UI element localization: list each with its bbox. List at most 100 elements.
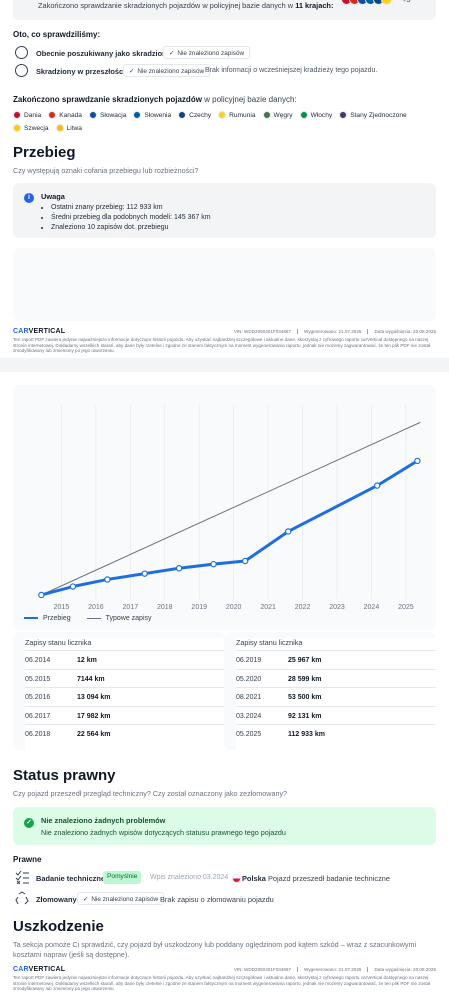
x-tick-label: 2025 [398,604,414,611]
footer-meta: VIN: WDD2050401F034867 Wygenerowano: 21.0… [233,329,436,334]
data-point [175,565,183,572]
table-row: 06.2017 17 982 km [25,705,225,724]
check-icon: ✓ [129,68,135,75]
data-point [141,570,148,577]
record-date: 05.2016 [25,694,51,701]
inspection-note: Pojazd przeszedł badanie techniczne [268,874,391,883]
currently-stolen-status: ✓ Nie znaleziono zapisów [163,46,251,59]
x-tick-label: 2021 [260,604,276,611]
record-km: 17 982 km [77,712,111,720]
record-km: 13 094 km [77,694,111,701]
table-row: 05.2025 112 933 km [236,724,436,742]
record-date: 06.2019 [236,657,262,664]
flag-icon [48,111,57,120]
legend-line-main [24,617,38,620]
data-point [373,482,381,489]
country-item: Słowacja [88,109,126,122]
record-date: 05.2025 [236,731,262,738]
country-item: Węgry [262,109,293,122]
country-list: Dania Kanada Słowacja Słowenia Czechy Rumunia… [13,109,438,135]
footer-meta: VIN: WDD2050401F034867 Wygenerowano: 21.0… [233,967,436,972]
country-item: Włochy [299,109,332,122]
inspection-label: Badanie techniczne [36,874,105,883]
legal-title: Status prawny [13,767,116,784]
inspection-status-badge: Pomyślnie [103,871,142,884]
flag-icon [218,111,227,120]
checked-title: Oto, co sprawdziliśmy: [13,30,101,39]
country-item: Litwa [55,122,82,135]
mileage-chart-panel: 2015 2016 2017 2018 2019 2020 2021 2022 2023 2024… [13,385,436,630]
table-row: 06.2014 12 km [25,650,225,668]
record-date: 06.2017 [25,712,51,720]
x-tick-label: 2018 [157,604,173,611]
record-km: 112 933 km [288,731,325,738]
carvertical-logo: CARVERTICAL [13,966,66,973]
flag-icon [133,111,142,120]
flag-icon [339,111,348,120]
thief-icon [15,64,28,77]
record-date: 06.2014 [25,657,51,664]
checklist-icon [15,870,29,885]
country-item: Szwecja [13,122,49,135]
table-row: 06.2018 22 564 km [25,724,225,742]
data-point [104,576,111,583]
table-row: 08.2021 53 500 km [236,687,436,705]
table-row: 03.2024 92 131 km [236,705,436,724]
recycle-icon [15,891,29,905]
series-line-typical [41,421,421,596]
record-date: 03.2024 [236,712,262,720]
check-icon: ✓ [169,50,175,57]
data-point [210,560,217,568]
scrap-status: ✓ Nie znaleziono zapisów [77,892,165,905]
stolen-summary-text: Zakończono sprawdzanie skradzionych poja… [38,1,334,10]
x-tick-label: 2022 [295,604,311,611]
flag-icon [13,111,21,120]
currently-stolen-label: Obecnie poszukiwany jako skradziony [36,49,171,58]
x-tick-label: 2015 [54,604,70,611]
more-countries-count: +5 [402,0,410,4]
flag-icon [178,111,187,120]
series-line-mileage [40,459,419,597]
record-km: 28 599 km [288,675,322,683]
check-icon: ✓ [24,818,34,828]
info-item: Ostatni znany przebieg: 112 933 km [51,203,211,213]
record-km: 12 km [77,657,97,664]
flag-icon [262,111,271,120]
record-km: 22 564 km [77,731,111,738]
info-list: Ostatni znany przebieg: 112 933 km Średn… [51,203,211,233]
scrap-label: Złomowany [36,895,77,904]
carvertical-logo: CARVERTICAL [13,328,66,335]
scrap-note: Brak zapisu o złomowaniu pojazdu [160,895,274,904]
legend-line-typical [86,617,101,619]
inspection-found: Wpis znaleziono 03.2024 [150,874,229,881]
x-tick-label: 2020 [226,604,242,611]
report-page-1: Zakończono sprawdzanie skradzionych poja… [0,0,449,358]
damage-question: Ta sekcja pomoże Ci sprawdzić, czy pojaz… [13,940,417,959]
footer-disclaimer: Ten raport PDF zawiera jedynie najważnie… [13,337,431,353]
odometer-table-right: Zapisy stanu licznika 06.2019 25 967 km 05… [224,632,436,750]
country-item: Rumunia [218,109,256,122]
flag-icon [381,0,392,5]
data-point [414,457,421,465]
x-tick-label: 2017 [123,604,139,611]
odometer-table-left: Zapisy stanu licznika 06.2014 12 km 05.201… [13,632,225,750]
table-title: Zapisy stanu licznika [25,638,92,647]
stolen-summary-card: Zakończono sprawdzanie skradzionych poja… [13,0,436,20]
inspection-country: Polska [242,874,266,883]
stolen-past-label: Skradziony w przeszłości [36,67,126,76]
legend-typical-label: Typowe zapisy [105,615,152,622]
record-km: 92 131 km [288,712,322,720]
x-tick-label: 2016 [88,604,104,611]
legend-main-label: Przebieg [43,615,71,622]
legal-section-title: Prawne [13,855,42,864]
info-item: Średni przebieg dla podobnych modeli: 14… [51,213,211,223]
x-tick-label: 2019 [191,604,207,611]
flag-poland-icon [232,874,241,883]
ok-title: Nie znaleziono żadnych problemów [41,816,166,825]
country-item: Stany Zjednoczone [339,109,407,122]
record-date: 05.2020 [236,675,262,683]
flag-icon [88,111,97,120]
db-check-title: Zakończono sprawdzanie skradzionych poja… [13,95,297,104]
x-tick-label: 2023 [329,604,345,611]
record-date: 05.2015 [25,675,51,683]
